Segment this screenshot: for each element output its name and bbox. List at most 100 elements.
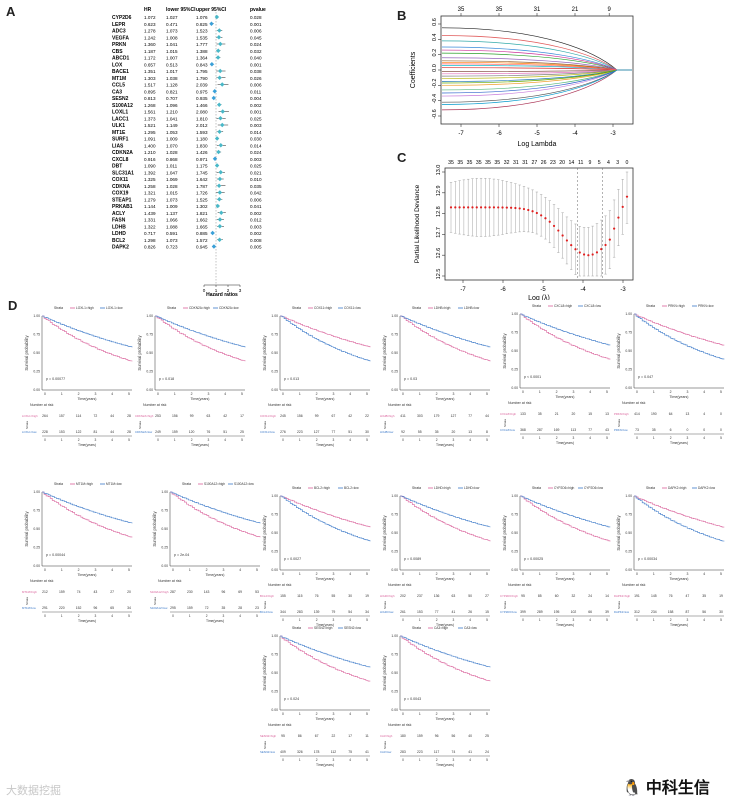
km-risk-value-high: 414 <box>634 412 640 416</box>
km-risk-value-low: 158 <box>668 610 674 614</box>
km-risk-value-low: 35 <box>652 428 656 432</box>
forest-gene-label: LOX <box>112 62 123 68</box>
km-risk-row-label-high: MT1M=high <box>22 590 37 594</box>
km-risk-tick-label: 0 <box>282 758 284 762</box>
lasso-coefficient-path <box>441 69 632 94</box>
cv-top-tick-label: 3 <box>616 160 619 166</box>
km-legend-low: BCL2=low <box>344 486 359 490</box>
cv-top-tick-label: 31 <box>522 160 528 166</box>
forest-lower: 1.070 <box>166 143 178 148</box>
forest-hr: 1.258 <box>144 184 156 189</box>
km-risk-value-low: 72 <box>205 606 209 610</box>
km-x-tick-label: 3 <box>572 572 574 576</box>
km-x-tick-label: 1 <box>61 568 63 572</box>
km-risk-value-low: 74 <box>452 750 456 754</box>
km-risk-value-low: 77 <box>332 430 336 434</box>
forest-hr: 1.279 <box>144 197 156 202</box>
km-risk-value-high: 159 <box>59 590 65 594</box>
km-risk-value-high: 76 <box>315 594 319 598</box>
km-risk-tick-label: 2 <box>78 438 80 442</box>
km-y-tick-label: 1.00 <box>391 314 398 318</box>
cv-point <box>617 216 620 219</box>
km-risk-row-label-high: CDKN2A=high <box>135 414 154 418</box>
forest-upper: 1.180 <box>196 137 208 142</box>
forest-hr-marker <box>211 95 216 101</box>
forest-pvalue: 0.040 <box>250 56 262 61</box>
km-risk-value-low: 92 <box>401 430 405 434</box>
forest-gene-label: ADC3 <box>112 29 126 35</box>
forest-upper: 1.795 <box>196 69 208 74</box>
forest-gene-label: CA3 <box>112 89 122 95</box>
km-x-tick-label: 3 <box>332 712 334 716</box>
km-risk-tick-label: 4 <box>703 618 705 622</box>
km-risk-tick-label: 3 <box>95 438 97 442</box>
km-y-tick-label: 0.25 <box>33 546 40 550</box>
forest-upper: 1.364 <box>196 56 208 61</box>
cv-top-tick-label: 31 <box>513 160 519 166</box>
km-risk-value-high: 60 <box>555 594 559 598</box>
km-risk-tick-label: 1 <box>539 436 541 440</box>
forest-lower: 1.028 <box>166 184 178 189</box>
km-plot-mt1m: Strata MT1M=high MT1M=low 1.00 0.75 0.50 0.25 0… <box>22 482 133 623</box>
forest-upper: 1.745 <box>196 170 208 175</box>
km-y-tick-label: 0.25 <box>625 550 632 554</box>
km-legend-low: S100A12=low <box>234 482 254 486</box>
km-risk-value-high: 19 <box>719 594 723 598</box>
lasso-top-tick-label: 9 <box>608 7 612 13</box>
km-risk-tick-label: 4 <box>589 436 591 440</box>
forest-hr-marker <box>209 21 214 26</box>
km-xlabel: Time(years) <box>435 577 454 581</box>
km-risk-value-high: 40 <box>468 734 472 738</box>
cv-x-tick-label: -6 <box>500 287 506 293</box>
cv-point <box>582 253 586 256</box>
km-x-tick-label: 4 <box>349 392 351 396</box>
km-survival-curve <box>520 313 611 346</box>
forest-gene-label: BACE1 <box>112 69 129 75</box>
km-legend-low: CA3=low <box>464 626 478 630</box>
km-y-tick-label: 1.00 <box>511 494 518 498</box>
lasso-coefficient-path <box>441 63 632 71</box>
forest-gene-label: ACLY <box>112 211 126 217</box>
cv-y-tick-label: 12.7 <box>436 227 442 238</box>
km-risk-value-low: 409 <box>280 750 286 754</box>
km-risk-value-high: 159 <box>417 734 423 738</box>
forest-hr-marker <box>214 163 220 168</box>
km-ylabel: Survival probability <box>24 511 29 547</box>
cv-plot-frame <box>444 167 634 281</box>
forest-xlabel: Hazard ratios <box>206 292 238 298</box>
km-y-tick-label: 0.25 <box>161 546 168 550</box>
km-risk-row-label-high: DAPK2=high <box>614 594 631 598</box>
cv-point <box>608 238 611 241</box>
km-risk-value-high: 230 <box>187 590 193 594</box>
km-legend-high: CXCL8=high <box>554 304 572 308</box>
cv-top-tick-label: 35 <box>467 160 473 166</box>
km-survival-curve <box>634 495 725 528</box>
km-risk-value-high: 156 <box>172 414 178 418</box>
km-strata-label: Strata <box>54 306 63 310</box>
km-risk-tick-label: 3 <box>333 618 335 622</box>
km-ylabel: Survival probability <box>382 515 387 551</box>
km-ylabel: Survival probability <box>502 515 507 551</box>
km-risk-value-low: 55 <box>418 430 422 434</box>
km-risk-tick-label: 4 <box>111 438 113 442</box>
km-x-tick-label: 4 <box>589 572 591 576</box>
km-pvalue: p = 0.00025 <box>524 557 543 561</box>
km-risk-strata: Strata <box>617 601 621 609</box>
forest-lower: 1.128 <box>166 83 178 88</box>
cv-point <box>475 206 478 209</box>
forest-pvalue: 0.006 <box>250 29 262 34</box>
km-x-tick-label: 5 <box>486 712 488 716</box>
km-pvalue: p = 0.00044 <box>46 553 65 557</box>
km-risk-tick-label: 3 <box>687 436 689 440</box>
forest-upper: 1.302 <box>196 204 208 209</box>
km-x-tick-label: 0 <box>282 712 284 716</box>
km-plot-bcl2: Strata BCL2=high BCL2=low 1.00 0.75 0.50 0.25 0… <box>260 486 371 627</box>
forest-gene-label: DBT <box>112 164 122 170</box>
km-x-tick-label: 0 <box>636 572 638 576</box>
forest-hr-marker <box>217 102 222 107</box>
lasso-coefficient-plot: -7 -6 -5 -4 -3 35 35 31 21 9 0.6 0.4 0.2 0.0 -0.2 -0.4 -… <box>410 7 634 148</box>
forest-pvalue: 0.024 <box>250 42 262 47</box>
km-ylabel: Survival probability <box>152 511 157 547</box>
km-risk-tick-label: 5 <box>486 438 488 442</box>
forest-gene-label: SLC31A1 <box>112 170 134 176</box>
